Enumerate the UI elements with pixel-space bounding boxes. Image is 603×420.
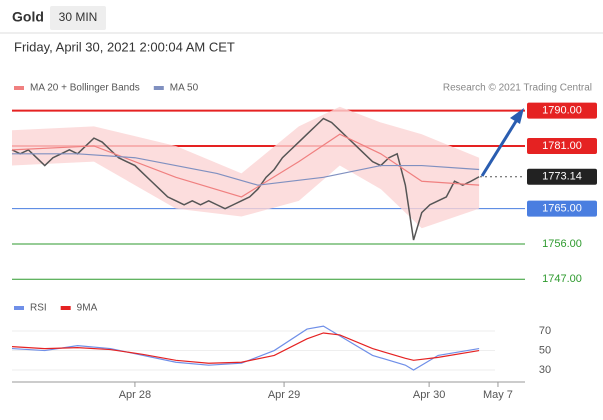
level-label: 1765.00	[542, 203, 582, 215]
series-line	[11, 325, 480, 371]
legend-swatch	[14, 306, 24, 310]
y-tick-label: 70	[539, 325, 551, 337]
level-label: 1790.00	[542, 105, 582, 117]
level-label: 1781.00	[542, 140, 582, 152]
interval[interactable]: 30 MIN	[59, 10, 98, 24]
series-line	[11, 332, 480, 364]
source: Research © 2021 Trading Central	[443, 83, 592, 94]
legend-swatch	[14, 86, 24, 90]
series-line	[11, 117, 480, 241]
series-line	[12, 153, 480, 186]
legend-label: MA 50	[170, 83, 199, 94]
legend-swatch	[60, 306, 71, 310]
legend-label: 9MA	[77, 303, 98, 314]
x-tick-label: May 7	[483, 389, 513, 401]
legend-label: RSI	[30, 303, 47, 314]
level-box	[527, 102, 597, 119]
legend-label: MA 20 + Bollinger Bands	[30, 83, 140, 94]
timestamp: Friday, April 30, 2021 2:00:04 AM CET	[14, 39, 235, 54]
level-box	[527, 168, 597, 185]
arrow	[480, 108, 524, 177]
bollinger-band	[12, 106, 480, 229]
level-label: 1773.14	[542, 171, 582, 183]
level-label: 1747.00	[542, 273, 582, 285]
level-label: 1756.00	[542, 238, 582, 250]
symbol: Gold	[12, 9, 44, 25]
interval-tab[interactable]	[50, 6, 106, 30]
y-tick-label: 50	[539, 344, 551, 356]
x-tick-label: Apr 29	[268, 389, 300, 401]
y-tick-label: 30	[539, 364, 551, 376]
level-box	[527, 200, 597, 217]
level-box	[527, 137, 597, 154]
legend-swatch	[153, 86, 164, 90]
x-tick-label: Apr 28	[119, 389, 151, 401]
x-tick-label: Apr 30	[413, 389, 445, 401]
